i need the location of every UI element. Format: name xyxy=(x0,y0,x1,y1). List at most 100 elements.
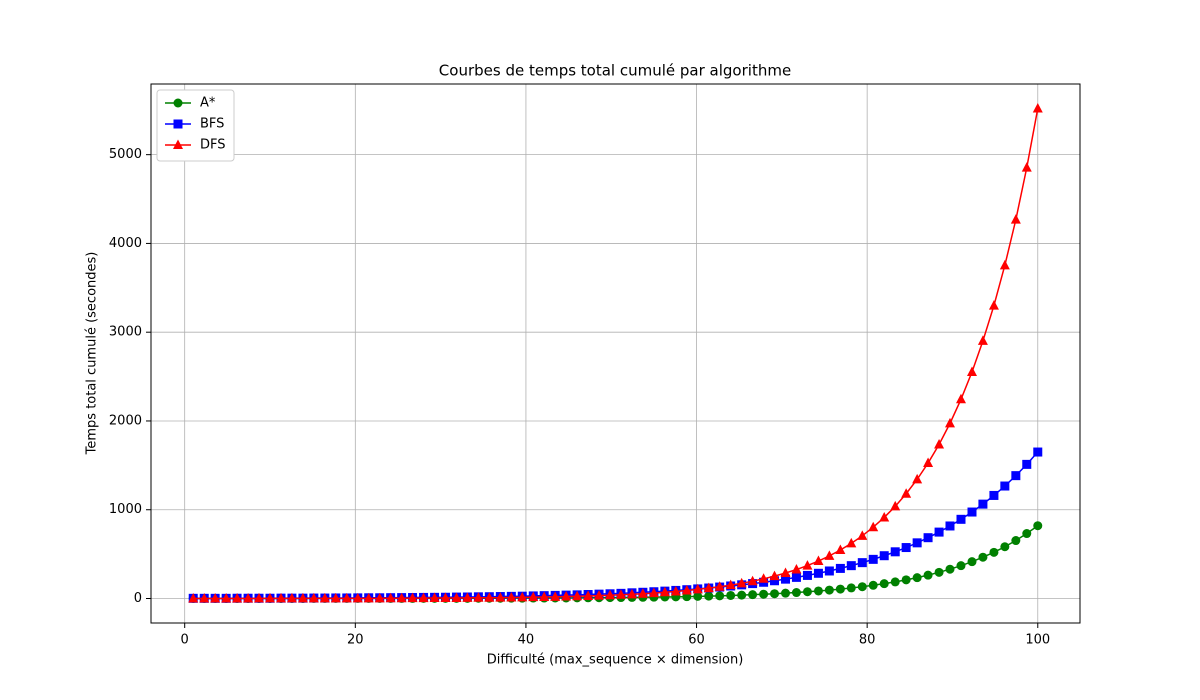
plot-frame xyxy=(150,83,1081,624)
marker xyxy=(528,591,539,602)
marker xyxy=(934,567,944,577)
marker xyxy=(999,259,1010,270)
marker xyxy=(824,585,834,595)
marker xyxy=(781,574,791,584)
marker xyxy=(868,554,878,564)
x-tick-label: 60 xyxy=(688,633,705,648)
marker xyxy=(188,593,199,603)
marker xyxy=(890,577,900,587)
marker xyxy=(758,573,769,583)
marker xyxy=(791,572,801,582)
marker xyxy=(210,593,221,603)
marker xyxy=(759,589,769,599)
marker xyxy=(440,592,451,603)
marker xyxy=(770,589,780,599)
marker xyxy=(857,530,868,540)
marker xyxy=(824,550,835,560)
marker xyxy=(989,547,999,557)
marker xyxy=(221,593,232,603)
marker xyxy=(1011,536,1021,546)
y-tick-label: 5000 xyxy=(109,147,142,162)
marker xyxy=(703,582,714,593)
marker xyxy=(286,592,297,603)
marker xyxy=(1011,471,1021,481)
marker xyxy=(396,592,407,603)
marker xyxy=(835,544,846,555)
marker xyxy=(199,593,210,603)
marker xyxy=(989,490,999,500)
marker xyxy=(978,552,988,562)
marker xyxy=(978,499,988,509)
marker xyxy=(462,592,473,602)
marker xyxy=(725,579,736,590)
marker xyxy=(330,592,341,603)
marker xyxy=(890,500,901,511)
marker xyxy=(770,576,780,586)
marker xyxy=(341,592,352,603)
marker xyxy=(352,592,363,603)
marker xyxy=(802,587,812,597)
marker xyxy=(846,583,856,593)
marker xyxy=(857,558,867,568)
y-tick-label: 2000 xyxy=(109,413,142,428)
marker xyxy=(473,592,484,602)
marker xyxy=(704,591,714,601)
marker xyxy=(901,488,912,498)
marker xyxy=(1010,214,1021,224)
marker xyxy=(923,533,933,543)
x-tick-label: 0 xyxy=(181,633,189,648)
marker xyxy=(572,590,583,601)
marker xyxy=(374,592,385,603)
marker xyxy=(737,590,747,600)
marker xyxy=(747,575,758,586)
marker xyxy=(1000,481,1010,491)
x-tick-label: 100 xyxy=(1025,633,1050,648)
marker xyxy=(912,473,923,484)
marker xyxy=(561,591,572,601)
marker xyxy=(945,564,955,574)
marker xyxy=(693,591,703,601)
marker xyxy=(418,592,429,603)
marker xyxy=(1021,162,1032,172)
marker xyxy=(692,583,703,594)
marker xyxy=(319,592,330,603)
marker xyxy=(780,567,791,578)
marker xyxy=(868,521,879,532)
marker xyxy=(955,393,966,404)
marker xyxy=(451,592,462,602)
marker xyxy=(232,593,243,603)
marker xyxy=(517,591,528,602)
marker xyxy=(1032,103,1043,113)
marker xyxy=(923,570,933,580)
marker xyxy=(890,547,900,557)
x-axis-label: Difficulté (max_sequence × dimension) xyxy=(487,653,744,668)
marker xyxy=(615,589,626,599)
marker xyxy=(308,592,319,603)
legend-label: DFS xyxy=(200,138,226,153)
marker xyxy=(781,588,791,598)
marker xyxy=(715,591,725,601)
marker xyxy=(506,592,517,602)
marker xyxy=(626,588,637,599)
marker xyxy=(363,592,374,603)
marker xyxy=(967,557,977,567)
marker xyxy=(967,366,978,376)
marker xyxy=(901,575,911,585)
marker xyxy=(1033,521,1043,531)
marker xyxy=(824,566,834,576)
marker xyxy=(901,543,911,553)
marker xyxy=(243,593,254,603)
marker xyxy=(637,588,648,598)
marker xyxy=(748,590,758,600)
marker xyxy=(495,592,506,602)
y-tick-label: 0 xyxy=(134,591,142,606)
marker xyxy=(648,587,659,598)
marker xyxy=(813,586,823,596)
marker xyxy=(670,585,681,596)
chart-title: Courbes de temps total cumulé par algori… xyxy=(439,62,791,80)
legend-marker xyxy=(173,98,183,108)
marker xyxy=(1022,459,1032,469)
marker xyxy=(956,514,966,524)
marker xyxy=(967,507,977,517)
y-tick-label: 4000 xyxy=(109,236,142,251)
